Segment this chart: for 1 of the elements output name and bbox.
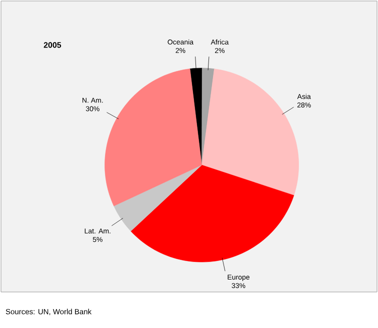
chart-title: 2005 xyxy=(44,42,62,48)
